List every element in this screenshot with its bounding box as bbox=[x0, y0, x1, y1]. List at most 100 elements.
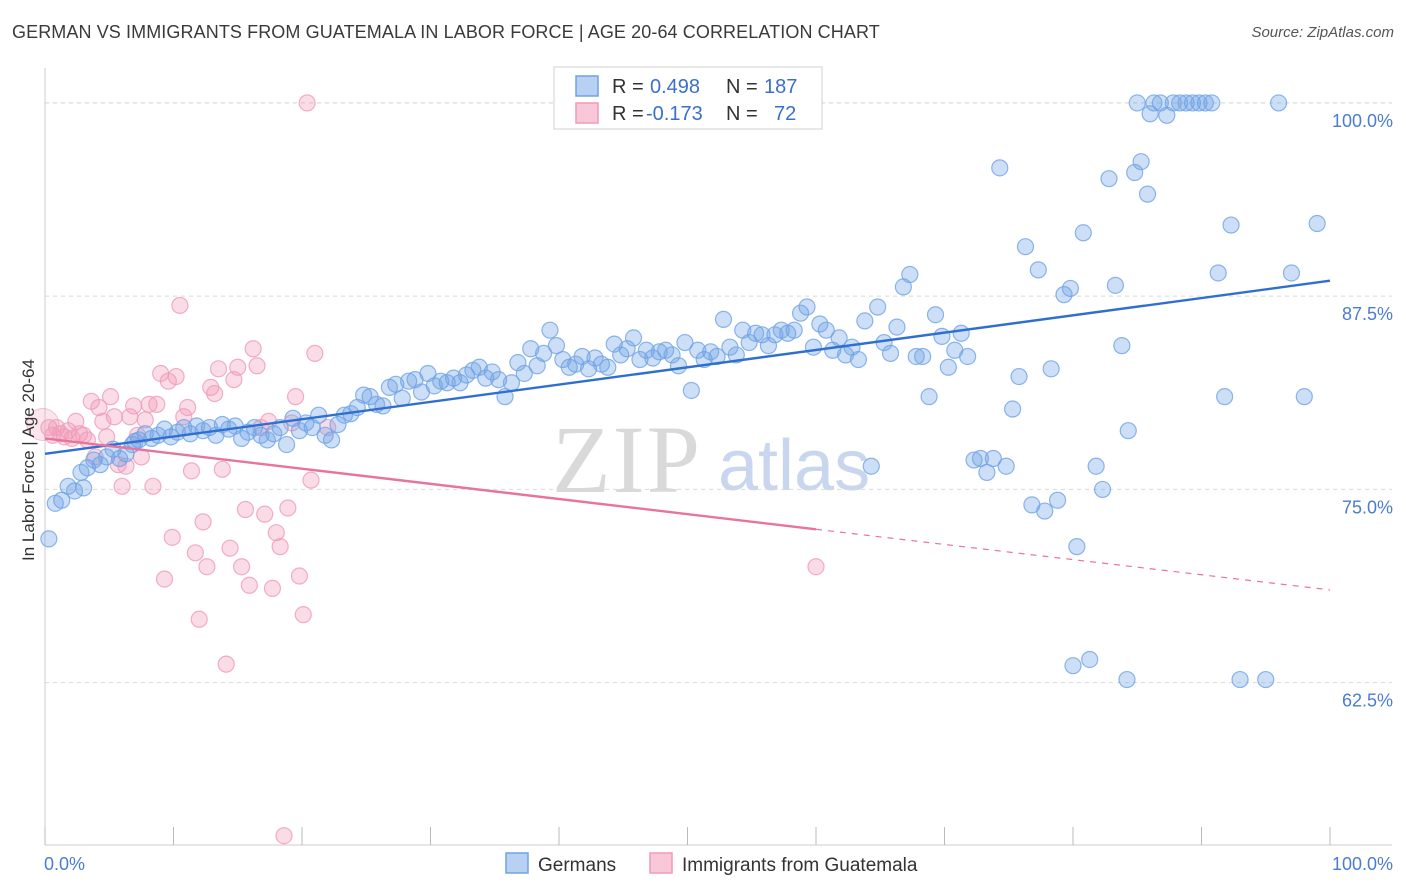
data-point bbox=[689, 341, 707, 359]
data-point bbox=[547, 337, 566, 355]
data-point bbox=[785, 321, 803, 339]
legend-r-label-2: R = bbox=[612, 103, 644, 125]
data-point bbox=[490, 371, 508, 389]
data-point bbox=[926, 306, 945, 324]
y-tick-label: 75.0% bbox=[1342, 497, 1393, 517]
data-point bbox=[1231, 670, 1249, 689]
data-point bbox=[901, 265, 919, 284]
data-point bbox=[355, 386, 373, 404]
data-point bbox=[1203, 94, 1221, 112]
data-point bbox=[1190, 94, 1208, 112]
legend-swatch-germans bbox=[575, 75, 599, 97]
data-point bbox=[1177, 94, 1195, 112]
data-point bbox=[1036, 502, 1054, 520]
data-point bbox=[1216, 388, 1234, 406]
data-point bbox=[171, 296, 189, 315]
data-point bbox=[984, 449, 1002, 468]
data-point bbox=[1118, 670, 1136, 689]
data-point bbox=[952, 324, 970, 342]
watermark-zip: ZIP bbox=[552, 406, 702, 513]
data-point bbox=[233, 558, 251, 576]
data-point bbox=[275, 827, 293, 845]
data-point bbox=[515, 364, 533, 383]
data-point bbox=[244, 340, 262, 358]
data-point bbox=[400, 372, 418, 390]
data-point bbox=[714, 310, 733, 328]
data-point bbox=[1138, 185, 1157, 203]
data-point bbox=[267, 524, 285, 542]
data-point bbox=[1222, 216, 1240, 234]
data-point bbox=[1113, 337, 1131, 355]
data-point bbox=[869, 298, 887, 316]
data-point bbox=[991, 159, 1009, 177]
bottom-legend-guatemala: Immigrants from Guatemala bbox=[682, 855, 918, 876]
data-point bbox=[1064, 657, 1082, 675]
data-point bbox=[1209, 264, 1227, 282]
data-point bbox=[155, 570, 174, 588]
data-point bbox=[236, 500, 255, 519]
data-point bbox=[298, 94, 316, 112]
data-point bbox=[1269, 94, 1288, 112]
data-point bbox=[163, 528, 181, 546]
data-point bbox=[669, 357, 688, 375]
source-label: Source: ZipAtlas.com bbox=[1251, 24, 1394, 41]
data-point-large bbox=[26, 407, 60, 441]
series-legend: Germans Immigrants from Guatemala bbox=[505, 852, 918, 876]
data-point bbox=[618, 340, 636, 358]
x-tick-label: 100.0% bbox=[1332, 854, 1393, 874]
data-point bbox=[1164, 94, 1182, 112]
data-point bbox=[798, 298, 816, 316]
data-point bbox=[759, 337, 778, 355]
data-point bbox=[849, 350, 868, 369]
data-point bbox=[933, 327, 951, 345]
data-point bbox=[90, 398, 108, 417]
data-point bbox=[265, 425, 283, 443]
data-point bbox=[939, 358, 957, 376]
data-point bbox=[509, 354, 527, 372]
data-point bbox=[206, 384, 224, 403]
trend-line-guatemala bbox=[44, 437, 817, 531]
data-point bbox=[329, 415, 347, 434]
data-point bbox=[190, 610, 208, 628]
watermark-atlas: atlas bbox=[718, 426, 870, 506]
data-point bbox=[279, 499, 297, 517]
data-point bbox=[1308, 214, 1326, 233]
data-point bbox=[612, 346, 630, 364]
data-point bbox=[586, 349, 604, 367]
data-point bbox=[263, 579, 282, 597]
data-point bbox=[1132, 153, 1150, 171]
data-point bbox=[740, 333, 758, 352]
data-point bbox=[791, 304, 810, 322]
data-point bbox=[1061, 279, 1080, 298]
legend-n-value-2: 72 bbox=[774, 103, 796, 125]
legend-r-value-2: -0.173 bbox=[646, 103, 703, 125]
data-point bbox=[1141, 105, 1159, 123]
data-point bbox=[194, 513, 212, 531]
data-point bbox=[676, 333, 694, 352]
data-point bbox=[1068, 538, 1086, 556]
data-point bbox=[105, 408, 123, 426]
data-point bbox=[209, 360, 228, 378]
data-point bbox=[959, 347, 977, 366]
data-point bbox=[965, 451, 983, 469]
data-point bbox=[817, 321, 835, 339]
data-point bbox=[1196, 94, 1214, 112]
y-axis-title: In Labor Force | Age 20-64 bbox=[19, 359, 38, 561]
x-tick-label: 0.0% bbox=[44, 854, 85, 874]
data-point bbox=[920, 388, 938, 406]
data-point bbox=[125, 397, 143, 415]
data-point bbox=[117, 445, 135, 463]
data-point bbox=[1004, 400, 1022, 418]
data-point bbox=[997, 457, 1015, 475]
data-point bbox=[605, 335, 623, 353]
data-point bbox=[101, 388, 120, 406]
legend-n-label-2: N = bbox=[726, 103, 758, 125]
data-point bbox=[229, 358, 247, 376]
data-point bbox=[65, 482, 84, 500]
data-point bbox=[387, 375, 405, 393]
data-point bbox=[374, 397, 392, 415]
data-point bbox=[213, 460, 231, 478]
data-point bbox=[248, 357, 266, 375]
trend-line-germans bbox=[44, 279, 1331, 456]
data-point bbox=[198, 558, 216, 576]
